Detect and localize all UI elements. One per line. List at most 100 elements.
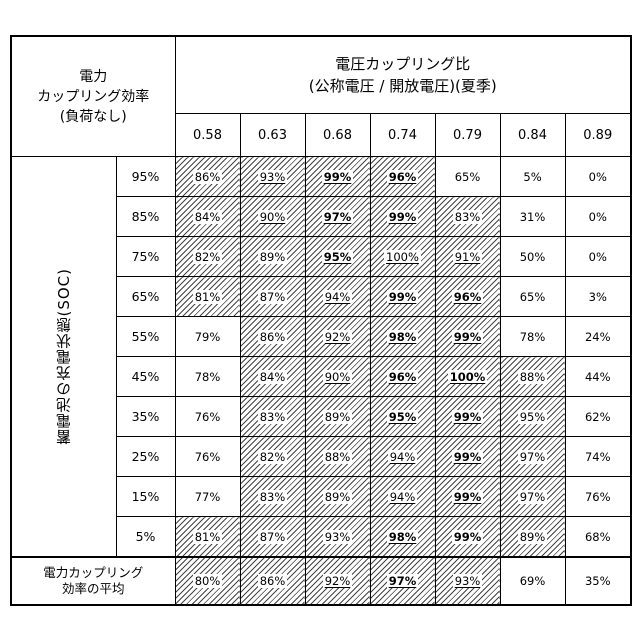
efficiency-cell: 96%: [435, 277, 500, 317]
efficiency-value: 86%: [193, 170, 223, 184]
corner-line-3: (負荷なし): [12, 107, 175, 127]
average-label-line: 電力カップリング: [12, 565, 175, 581]
efficiency-value: 93%: [323, 530, 353, 544]
row-group-label: 蓄電池の充電状態(SOC): [11, 157, 116, 558]
efficiency-cell: 0%: [565, 237, 631, 277]
efficiency-value: 44%: [583, 370, 613, 384]
efficiency-cell: 91%: [435, 237, 500, 277]
row-group-label-text: 蓄電池の充電状態(SOC): [53, 268, 74, 445]
efficiency-value: 100%: [448, 370, 488, 384]
efficiency-value: 74%: [583, 450, 613, 464]
efficiency-cell: 100%: [435, 357, 500, 397]
efficiency-cell: 90%: [240, 197, 305, 237]
soc-row-label: 75%: [116, 237, 175, 277]
efficiency-cell: 97%: [305, 197, 370, 237]
efficiency-value: 80%: [193, 574, 223, 588]
efficiency-value: 84%: [193, 210, 223, 224]
efficiency-cell: 99%: [435, 437, 500, 477]
column-label: 0.79: [435, 114, 500, 157]
efficiency-value: 0%: [587, 170, 609, 184]
efficiency-value: 87%: [258, 290, 288, 304]
efficiency-value: 95%: [387, 410, 419, 424]
efficiency-cell: 68%: [565, 517, 631, 558]
efficiency-value: 98%: [387, 530, 419, 544]
efficiency-value: 79%: [193, 330, 223, 344]
efficiency-value: 91%: [453, 250, 483, 264]
efficiency-value: 97%: [518, 490, 548, 504]
efficiency-value: 76%: [583, 490, 613, 504]
coupling-efficiency-table: 電力 カップリング効率 (負荷なし) 電圧カップリング比 (公称電圧 / 開放電…: [10, 35, 632, 606]
efficiency-value: 97%: [387, 574, 419, 588]
efficiency-cell: 93%: [240, 157, 305, 197]
efficiency-value: 95%: [322, 250, 354, 264]
efficiency-value: 83%: [258, 410, 288, 424]
efficiency-cell: 99%: [305, 157, 370, 197]
efficiency-cell: 82%: [240, 437, 305, 477]
efficiency-cell: 81%: [175, 277, 240, 317]
efficiency-value: 0%: [587, 250, 609, 264]
efficiency-value: 89%: [518, 530, 548, 544]
soc-row-label: 15%: [116, 477, 175, 517]
efficiency-cell: 81%: [175, 517, 240, 558]
efficiency-value: 81%: [193, 290, 223, 304]
efficiency-cell: 76%: [565, 477, 631, 517]
efficiency-cell: 50%: [500, 237, 565, 277]
efficiency-value: 31%: [518, 210, 548, 224]
efficiency-value: 81%: [193, 530, 223, 544]
efficiency-value: 24%: [583, 330, 613, 344]
efficiency-value: 95%: [518, 410, 548, 424]
efficiency-value: 99%: [452, 490, 484, 504]
efficiency-cell: 86%: [175, 157, 240, 197]
efficiency-cell: 90%: [305, 357, 370, 397]
efficiency-value: 50%: [518, 250, 548, 264]
efficiency-value: 76%: [193, 410, 223, 424]
efficiency-cell: 83%: [240, 397, 305, 437]
efficiency-value: 69%: [518, 574, 548, 588]
efficiency-cell: 95%: [370, 397, 435, 437]
average-row: 電力カップリング効率の平均80%86%92%97%93%69%35%: [11, 557, 631, 605]
soc-row-label: 5%: [116, 517, 175, 558]
efficiency-cell: 3%: [565, 277, 631, 317]
efficiency-value: 92%: [323, 330, 353, 344]
efficiency-cell: 95%: [305, 237, 370, 277]
efficiency-cell: 0%: [565, 197, 631, 237]
efficiency-cell: 93%: [435, 557, 500, 605]
efficiency-value: 83%: [258, 490, 288, 504]
efficiency-value: 86%: [258, 330, 288, 344]
efficiency-cell: 86%: [240, 317, 305, 357]
efficiency-cell: 78%: [500, 317, 565, 357]
efficiency-cell: 24%: [565, 317, 631, 357]
efficiency-value: 65%: [453, 170, 483, 184]
efficiency-cell: 31%: [500, 197, 565, 237]
efficiency-value: 99%: [387, 210, 419, 224]
efficiency-cell: 88%: [500, 357, 565, 397]
column-label: 0.58: [175, 114, 240, 157]
efficiency-value: 93%: [453, 574, 483, 588]
corner-line-1: 電力: [12, 67, 175, 87]
soc-row-label: 85%: [116, 197, 175, 237]
efficiency-value: 89%: [323, 490, 353, 504]
efficiency-cell: 0%: [565, 157, 631, 197]
average-row-label: 電力カップリング効率の平均: [11, 557, 175, 605]
efficiency-value: 92%: [323, 574, 353, 588]
efficiency-value: 99%: [452, 450, 484, 464]
efficiency-value: 90%: [323, 370, 353, 384]
efficiency-value: 84%: [258, 370, 288, 384]
efficiency-value: 97%: [322, 210, 354, 224]
efficiency-cell: 94%: [370, 437, 435, 477]
efficiency-cell: 65%: [435, 157, 500, 197]
column-label: 0.74: [370, 114, 435, 157]
efficiency-cell: 94%: [305, 277, 370, 317]
efficiency-value: 98%: [387, 330, 419, 344]
soc-row-label: 25%: [116, 437, 175, 477]
efficiency-value: 97%: [518, 450, 548, 464]
column-label: 0.84: [500, 114, 565, 157]
efficiency-cell: 76%: [175, 397, 240, 437]
efficiency-cell: 100%: [370, 237, 435, 277]
efficiency-cell: 5%: [500, 157, 565, 197]
efficiency-value: 93%: [258, 170, 288, 184]
efficiency-value: 99%: [322, 170, 354, 184]
efficiency-cell: 99%: [370, 277, 435, 317]
efficiency-value: 77%: [193, 490, 223, 504]
efficiency-value: 86%: [258, 574, 288, 588]
